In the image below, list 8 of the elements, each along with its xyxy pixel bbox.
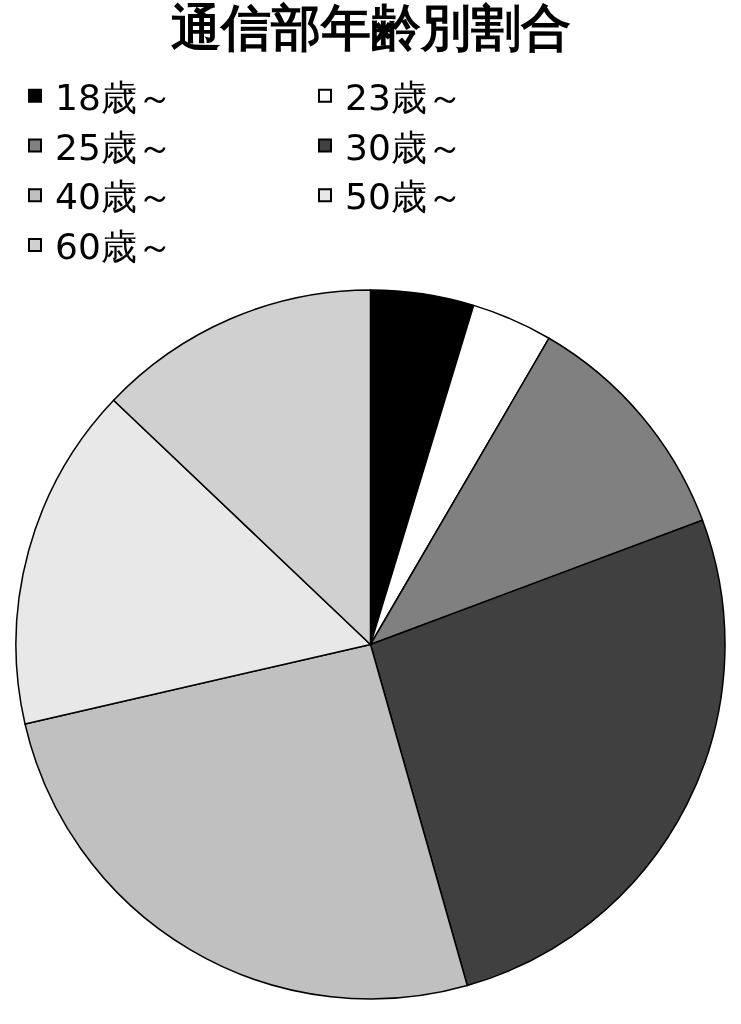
- legend-label: 25歳～: [55, 126, 173, 168]
- chart-title: 通信部年齢別割合: [170, 0, 571, 58]
- legend-label: 50歳～: [345, 176, 463, 218]
- legend-label: 30歳～: [345, 126, 463, 168]
- legend-label: 23歳～: [345, 76, 463, 118]
- legend-label: 40歳～: [55, 176, 173, 218]
- legend-label: 60歳～: [55, 226, 173, 268]
- legend-label: 18歳～: [55, 76, 173, 118]
